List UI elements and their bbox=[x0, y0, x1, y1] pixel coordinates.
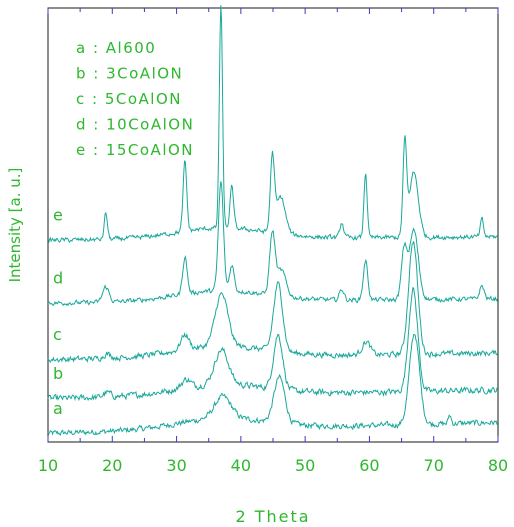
series-line-d bbox=[47, 181, 499, 307]
x-tick-label: 20 bbox=[102, 456, 122, 475]
series-line-c bbox=[47, 241, 499, 364]
series-line-a bbox=[47, 334, 498, 436]
x-tick-label: 10 bbox=[38, 456, 58, 475]
x-tick-label: 50 bbox=[295, 456, 315, 475]
series-label-a: a bbox=[53, 399, 63, 418]
legend-entry: d : 10CoAlON bbox=[76, 116, 194, 134]
legend: a : Al600 b : 3CoAlON c : 5CoAlON d : 10CoA… bbox=[76, 39, 194, 159]
series-line-e bbox=[47, 5, 498, 244]
x-tick-label: 60 bbox=[359, 456, 379, 475]
x-tick-label: 30 bbox=[166, 456, 186, 475]
legend-entry: c : 5CoAlON bbox=[76, 90, 182, 108]
x-tick-label: 40 bbox=[231, 456, 251, 475]
y-axis-label: Intensity [a. u.] bbox=[6, 168, 24, 283]
series-label-e: e bbox=[53, 206, 63, 225]
series-label-b: b bbox=[53, 364, 63, 383]
x-tick-label: 80 bbox=[488, 456, 508, 475]
x-tick-labels: 10 20 30 40 50 60 70 80 bbox=[38, 456, 508, 475]
legend-entry: e : 15CoAlON bbox=[76, 141, 194, 159]
legend-entry: b : 3CoAlON bbox=[76, 65, 183, 83]
x-tick-label: 70 bbox=[424, 456, 444, 475]
series-curves bbox=[47, 5, 499, 436]
series-label-c: c bbox=[53, 325, 62, 344]
series-labels: ab c d e bbox=[53, 206, 63, 418]
x-axis-label: 2 Theta bbox=[235, 507, 310, 526]
series-line-b bbox=[47, 287, 498, 402]
legend-entry: a : Al600 bbox=[76, 39, 156, 57]
x-axis-ticks bbox=[47, 8, 499, 442]
series-label-d: d bbox=[53, 269, 63, 288]
